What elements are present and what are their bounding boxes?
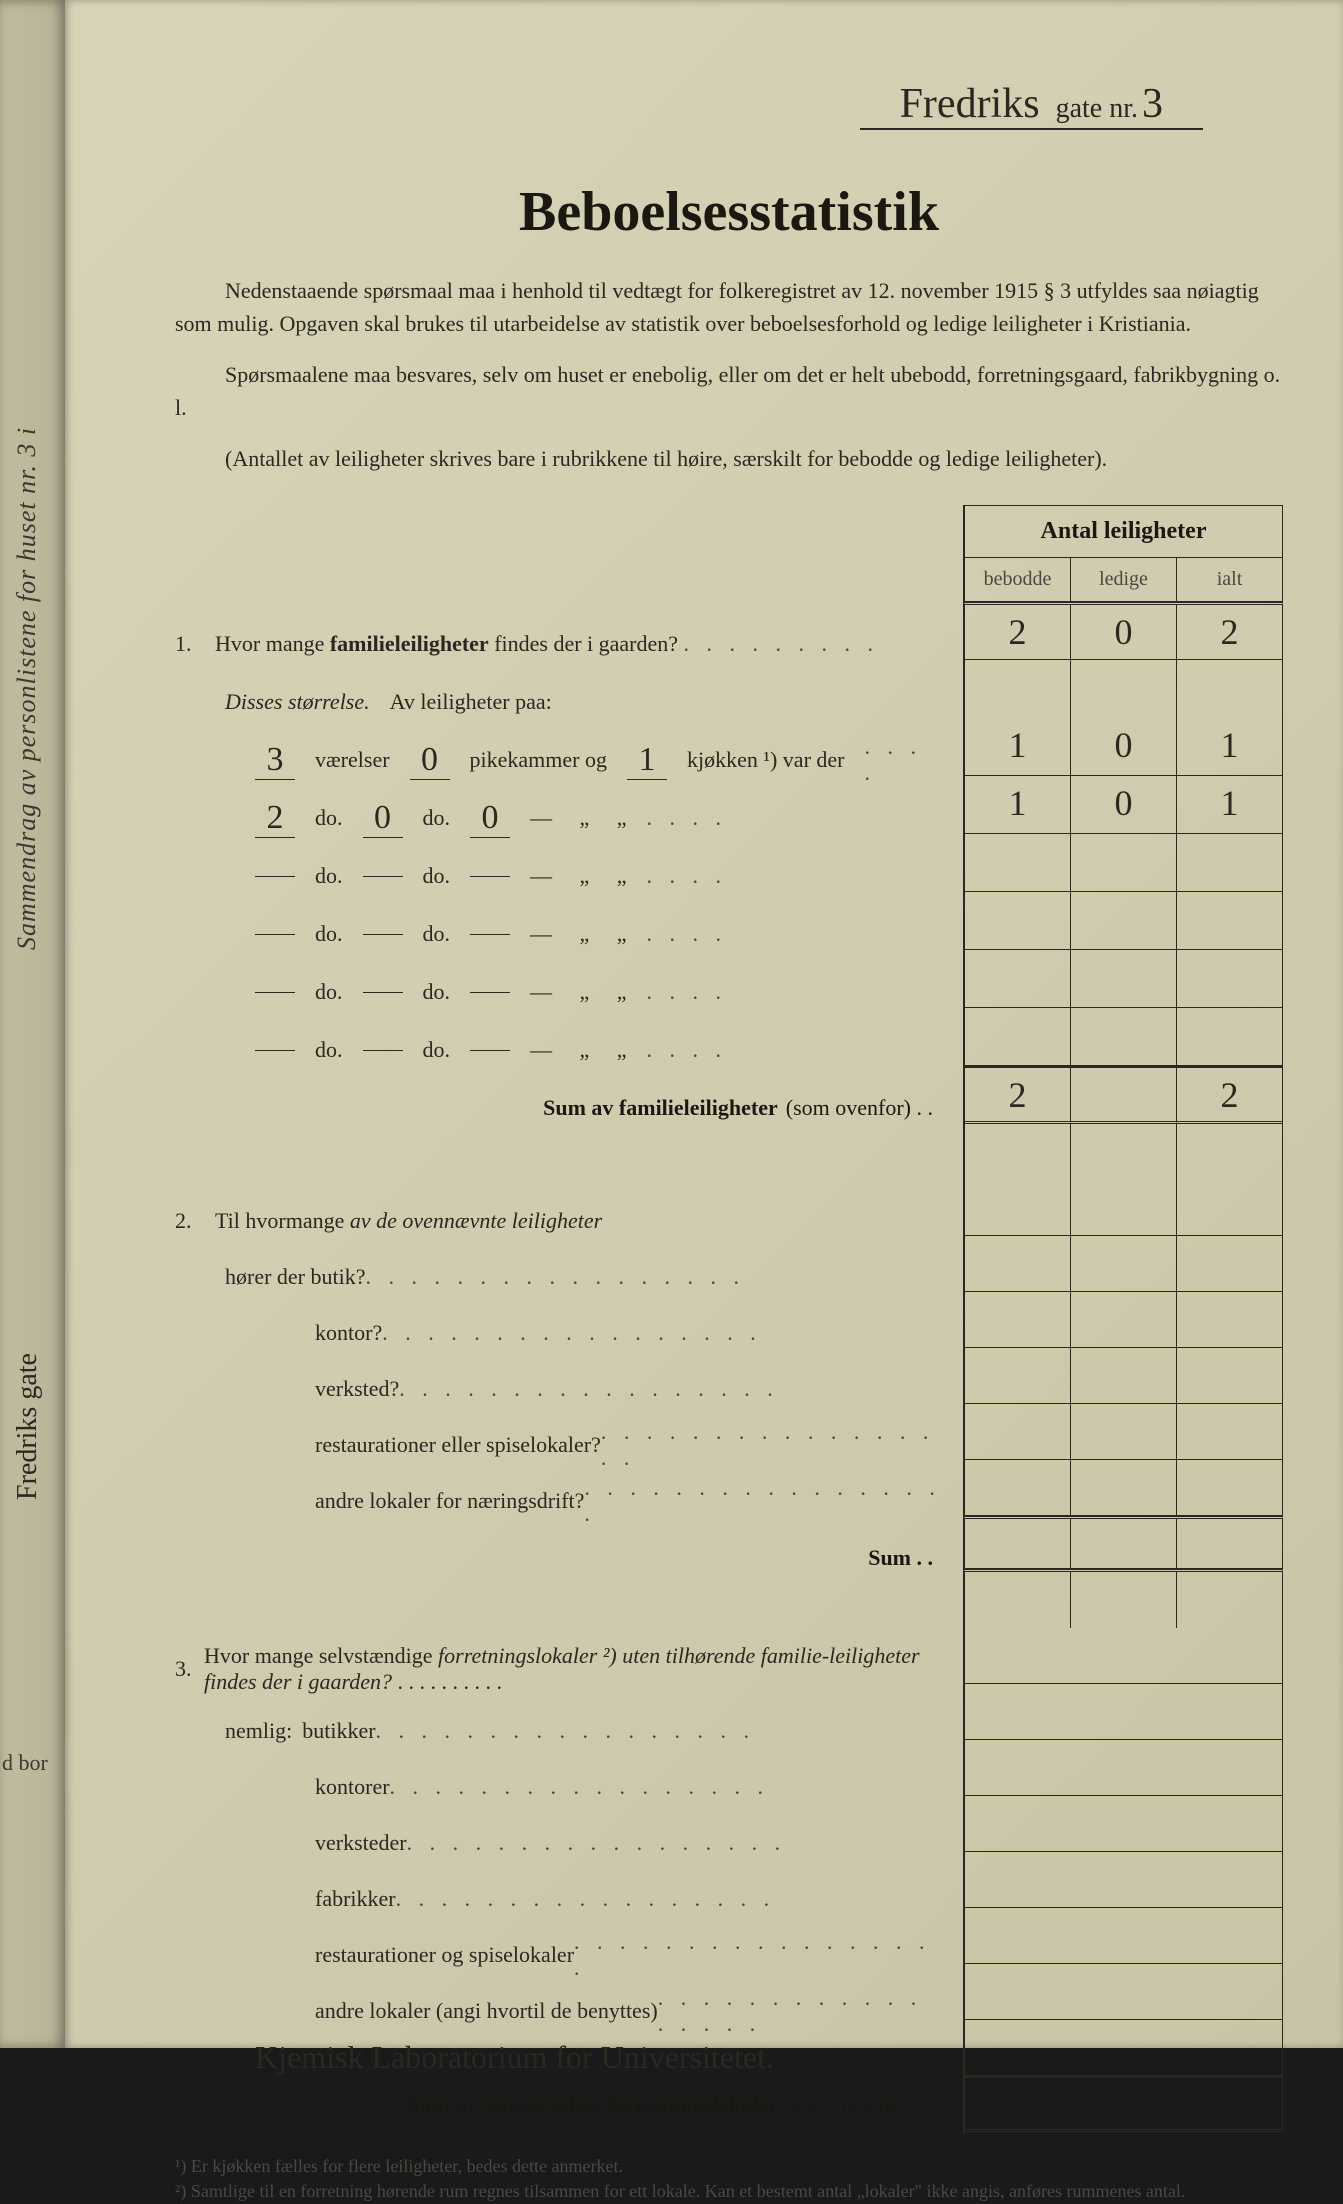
q3-data-row-1 bbox=[964, 1740, 1283, 1796]
q1-avleil: Av leiligheter paa: bbox=[390, 689, 552, 715]
q2-sum-line: Sum . . bbox=[175, 1529, 943, 1587]
q3-line-0: butikker bbox=[302, 1718, 375, 1744]
q1-number: 1. bbox=[175, 631, 215, 657]
q3-sum-cell bbox=[964, 2076, 1283, 2132]
room-line-0: 3værelser0pikekammer og1kjøkken ¹) var d… bbox=[175, 731, 943, 789]
q3-data-row-5 bbox=[964, 1964, 1283, 2020]
q2-data-row-3 bbox=[964, 1404, 1283, 1460]
q2-data-row-4 bbox=[964, 1460, 1283, 1516]
q3-sub-line-2: verksteder . . . . . . . . . . . . . . .… bbox=[175, 1815, 943, 1871]
q1-text-c: findes der i gaarden? bbox=[489, 631, 678, 656]
q2-sub-line-3: restaurationer eller spiselokaler? . . .… bbox=[175, 1417, 943, 1473]
q3-data-row-extra bbox=[964, 2020, 1283, 2076]
q1-sum-data-row: 2 2 bbox=[964, 1066, 1283, 1124]
room-data-row-2 bbox=[964, 834, 1283, 892]
q3-nemlig-line: nemlig: butikker . . . . . . . . . . . .… bbox=[175, 1703, 943, 1759]
q1-sum-note: (som ovenfor) . . bbox=[786, 1095, 933, 1121]
spine-dbor: d bor bbox=[2, 1750, 48, 1776]
q1-sum-ialt: 2 bbox=[1177, 1068, 1282, 1124]
footnote-2: ²) Samtlige til en forretning hørende ru… bbox=[175, 2179, 1283, 2204]
q3-number: 3. bbox=[175, 1656, 204, 1682]
room-line-1: 2do.0do.0— „ „ . . . . bbox=[175, 789, 943, 847]
col-ialt: ialt bbox=[1177, 558, 1282, 601]
q3-data-row-0 bbox=[964, 1684, 1283, 1740]
col-bebodde: bebodde bbox=[965, 558, 1071, 601]
gate-number-handwritten: 3 bbox=[1142, 80, 1163, 128]
q2-data-row-2 bbox=[964, 1348, 1283, 1404]
q2-sum-label: Sum . . bbox=[868, 1545, 933, 1571]
q3-sum-label: Sum av selvstændige forretningslokaler bbox=[407, 2092, 778, 2118]
dots: . . . . . . . . . . . . . . . . . bbox=[376, 1718, 943, 1744]
questions-column: 1. Hvor mange familieleiligheter findes … bbox=[175, 505, 963, 2134]
q1-total-row: 2 0 2 bbox=[964, 602, 1283, 660]
q3-sum-note: (som ovenfor) . . bbox=[786, 2092, 933, 2118]
q1-sum-ledige bbox=[1071, 1068, 1177, 1124]
col-ledige: ledige bbox=[1071, 558, 1177, 601]
q2-sub-line-1: kontor? . . . . . . . . . . . . . . . . … bbox=[175, 1305, 943, 1361]
room-data-row-3 bbox=[964, 892, 1283, 950]
q2-sub-line-0: hører der butik? . . . . . . . . . . . .… bbox=[175, 1249, 943, 1305]
q1-disses-line: Disses størrelse. Av leiligheter paa: bbox=[175, 673, 943, 731]
q3-text-b: forretningslokaler ²) bbox=[438, 1643, 617, 1668]
q3-sum-line: Sum av selvstændige forretningslokaler (… bbox=[175, 2076, 943, 2134]
q1-ledige: 0 bbox=[1071, 605, 1177, 660]
room-line-2: do.do.— „ „ . . . . bbox=[175, 847, 943, 905]
q3-nemlig: nemlig: bbox=[225, 1718, 292, 1744]
q1-sum-line: Sum av familieleiligheter (som ovenfor) … bbox=[175, 1079, 943, 1137]
room-data-row-1: 101 bbox=[964, 776, 1283, 834]
left-spine: Sammendrag av personlistene for huset nr… bbox=[0, 0, 65, 2048]
document-page: Fredriks gate nr. 3 Beboelsesstatistik N… bbox=[65, 0, 1343, 2048]
header-street-line: Fredriks gate nr. 3 bbox=[175, 80, 1283, 130]
data-header-title: Antal leiligheter bbox=[965, 506, 1282, 558]
data-header: Antal leiligheter bebodde ledige ialt bbox=[964, 505, 1283, 602]
spine-vertical-text: Sammendrag av personlistene for huset nr… bbox=[12, 50, 42, 950]
q2-data-row-0 bbox=[964, 1236, 1283, 1292]
footnote-1: ¹) Er kjøkken fælles for flere leilighet… bbox=[175, 2154, 1283, 2179]
main-table: 1. Hvor mange familieleiligheter findes … bbox=[175, 505, 1283, 2134]
q2-text-a: Til hvormange bbox=[215, 1208, 350, 1233]
q3-sub-line-1: kontorer . . . . . . . . . . . . . . . .… bbox=[175, 1759, 943, 1815]
data-column: Antal leiligheter bebodde ledige ialt 2 … bbox=[963, 505, 1283, 2134]
q1-bebodde: 2 bbox=[965, 605, 1071, 660]
q3-sub-line-4: restaurationer og spiselokaler . . . . .… bbox=[175, 1927, 943, 1983]
footnotes: ¹) Er kjøkken fælles for flere leilighet… bbox=[175, 2154, 1283, 2204]
document-title: Beboelsesstatistik bbox=[175, 180, 1283, 244]
intro-note: (Antallet av leiligheter skrives bare i … bbox=[175, 442, 1283, 475]
q3-sub-line-5: andre lokaler (angi hvortil de benyttes)… bbox=[175, 1983, 943, 2039]
room-line-5: do.do.— „ „ . . . . bbox=[175, 1021, 943, 1079]
spine-vertical-text2: Fredriks gate bbox=[12, 1200, 44, 1500]
q3-data-row-3 bbox=[964, 1852, 1283, 1908]
q1-ialt: 2 bbox=[1177, 605, 1282, 660]
room-line-4: do.do.— „ „ . . . . bbox=[175, 963, 943, 1021]
q3-data-row-4 bbox=[964, 1908, 1283, 1964]
intro-paragraph-1: Nedenstaaende spørsmaal maa i henhold ti… bbox=[175, 274, 1283, 340]
gate-label: gate nr. bbox=[1056, 93, 1138, 125]
q2-number: 2. bbox=[175, 1208, 215, 1234]
intro-paragraph-2: Spørsmaalene maa besvares, selv om huset… bbox=[175, 358, 1283, 424]
room-data-row-5 bbox=[964, 1008, 1283, 1066]
q3-data-row-2 bbox=[964, 1796, 1283, 1852]
q3-text-a: Hvor mange selvstændige bbox=[204, 1643, 438, 1668]
room-data-row-4 bbox=[964, 950, 1283, 1008]
q3-sub-line-3: fabrikker . . . . . . . . . . . . . . . … bbox=[175, 1871, 943, 1927]
q3-total-cell bbox=[964, 1628, 1283, 1684]
q3-handwritten-note: Kjemisk Laboratorium for Universitetet. bbox=[175, 2039, 943, 2076]
question-1: 1. Hvor mange familieleiligheter findes … bbox=[175, 615, 943, 673]
question-3: 3. Hvor mange selvstændige forretningslo… bbox=[175, 1643, 943, 1703]
q1-text-b: familieleiligheter bbox=[330, 631, 489, 656]
q1-text-a: Hvor mange bbox=[215, 631, 330, 656]
q1-sum-bebodde: 2 bbox=[965, 1068, 1071, 1124]
q1-disses: Disses størrelse. bbox=[225, 689, 370, 715]
street-name-handwritten: Fredriks bbox=[900, 80, 1040, 128]
q2-data-row-1 bbox=[964, 1292, 1283, 1348]
data-subheader: bebodde ledige ialt bbox=[965, 558, 1282, 601]
q1-sum-label: Sum av familieleiligheter bbox=[543, 1095, 778, 1121]
question-2: 2. Til hvormange av de ovennævnte leilig… bbox=[175, 1193, 943, 1249]
room-line-3: do.do.— „ „ . . . . bbox=[175, 905, 943, 963]
q2-text-b: av de ovennævnte leiligheter bbox=[350, 1208, 602, 1233]
q2-sub-line-4: andre lokaler for næringsdrift? . . . . … bbox=[175, 1473, 943, 1529]
q2-sub-line-2: verksted? . . . . . . . . . . . . . . . … bbox=[175, 1361, 943, 1417]
room-data-row-0: 101 bbox=[964, 718, 1283, 776]
dots: . . . . . . . . . bbox=[684, 631, 880, 656]
